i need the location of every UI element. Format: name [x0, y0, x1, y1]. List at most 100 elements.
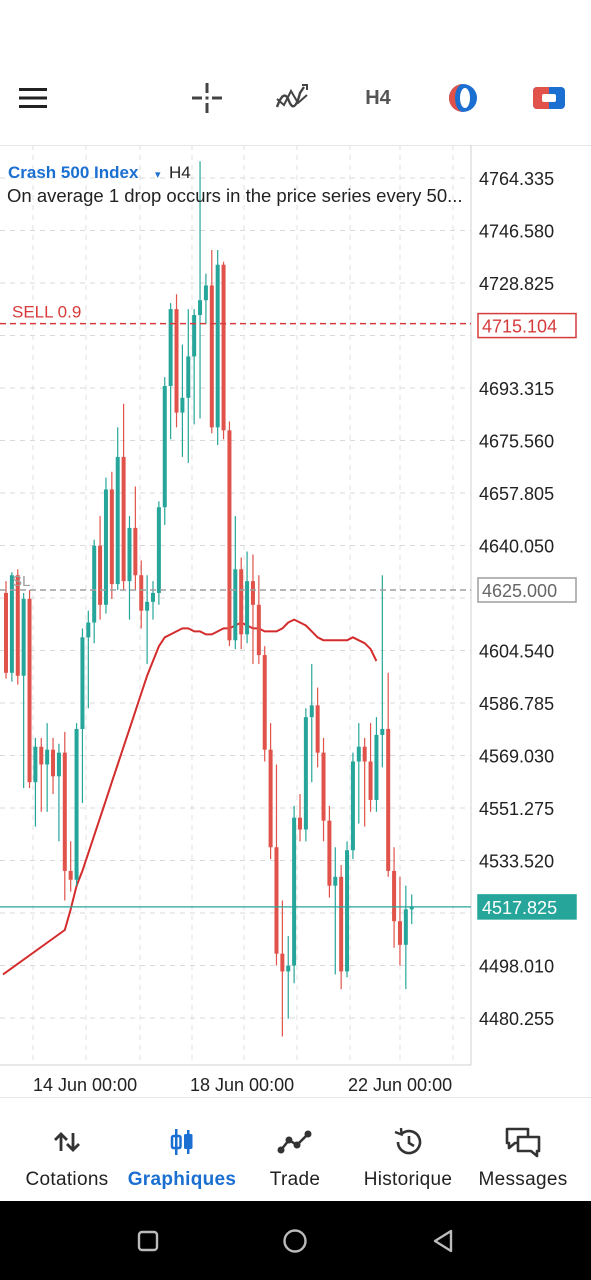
candle: [21, 592, 26, 789]
candle-body: [39, 746, 44, 765]
indicators-icon: [275, 84, 308, 108]
candle: [321, 737, 326, 842]
candle-body: [168, 309, 173, 386]
price-axis-label: 4693.315: [479, 379, 554, 399]
time-axis: 14 Jun 00:00 18 Jun 00:00 22 Jun 00:00: [33, 1075, 452, 1095]
candle: [180, 344, 185, 457]
candle-body: [68, 870, 73, 880]
candle-body: [74, 728, 79, 880]
candle: [386, 672, 391, 877]
candle: [39, 737, 44, 812]
candles-icon: [170, 1129, 193, 1155]
candle: [15, 569, 20, 685]
chart-symbol[interactable]: Crash 500 Index: [8, 163, 139, 182]
menu-button[interactable]: [10, 74, 56, 122]
one-click-trade-button[interactable]: [527, 74, 571, 122]
indicators-button[interactable]: [270, 74, 314, 122]
sell-price-tag-text: 4715.104: [482, 317, 557, 337]
nav-charts[interactable]: Graphiques: [126, 1098, 238, 1202]
system-navigation-bar: [0, 1201, 591, 1280]
recents-button[interactable]: [130, 1223, 166, 1259]
nav-charts-label: Graphiques: [127, 1169, 237, 1190]
candle-body: [303, 717, 308, 830]
candle: [209, 249, 214, 434]
price-chart[interactable]: SELL 0.9 SL 4764.335 4746.580 4728.825 4693.…: [0, 145, 591, 1097]
price-axis-label: 4764.335: [479, 169, 554, 189]
candle: [145, 575, 150, 664]
candle: [392, 847, 397, 948]
candle-body: [51, 749, 56, 777]
back-button[interactable]: [425, 1223, 461, 1259]
nav-messages[interactable]: Messages: [470, 1098, 576, 1202]
candle-body: [280, 953, 285, 972]
candle: [368, 723, 373, 812]
candle-body: [298, 817, 302, 830]
candle-body: [209, 285, 214, 428]
candle-body: [350, 761, 355, 851]
candle: [109, 471, 114, 599]
price-axis-label: 4746.580: [479, 222, 554, 242]
home-button[interactable]: [277, 1223, 313, 1259]
nav-history[interactable]: Historique: [354, 1098, 462, 1202]
candle-body: [133, 527, 138, 576]
candle: [56, 743, 61, 842]
candle-body: [56, 752, 61, 777]
candle-body: [15, 575, 20, 676]
nav-messages-label: Messages: [478, 1169, 568, 1190]
candle: [350, 752, 355, 860]
candle-body: [33, 746, 38, 783]
nav-trade[interactable]: Trade: [240, 1098, 350, 1202]
candle: [186, 309, 191, 463]
hamburger-menu-icon: [19, 88, 47, 108]
candle: [74, 723, 79, 886]
candle: [151, 581, 155, 620]
symbol-dropdown-icon[interactable]: ▾: [155, 168, 161, 181]
candle: [33, 737, 38, 827]
sl-price-tag-box: [477, 577, 577, 603]
candle-body: [327, 820, 332, 886]
candle-body: [239, 569, 244, 635]
candle-body: [180, 397, 185, 413]
candle: [192, 309, 197, 425]
candle-body: [392, 870, 397, 922]
candle-body: [233, 569, 238, 641]
candle-body: [4, 592, 8, 673]
price-axis-label: 4498.010: [479, 957, 554, 977]
stop-loss-label[interactable]: SL: [12, 573, 30, 590]
candle: [203, 273, 208, 324]
crosshair-button[interactable]: [185, 74, 229, 122]
timeframe-button[interactable]: H4: [356, 74, 400, 122]
candle: [156, 501, 161, 605]
candle-body: [115, 456, 120, 585]
sell-order-label[interactable]: SELL 0.9: [12, 303, 81, 322]
candle: [315, 687, 320, 768]
candle: [27, 590, 32, 789]
price-axis-label: 4640.050: [479, 537, 554, 557]
candle: [245, 551, 250, 644]
candle: [268, 723, 273, 860]
candle: [133, 486, 138, 591]
candle: [397, 876, 402, 966]
candle-body: [256, 604, 261, 656]
price-axis-label: 4533.520: [479, 852, 554, 872]
candle: [68, 841, 73, 892]
candle-body: [80, 637, 85, 729]
candle-body: [227, 430, 232, 641]
candle-body: [274, 847, 279, 954]
candle: [45, 723, 50, 812]
candle-body: [403, 909, 408, 945]
top-toolbar: H4: [0, 0, 591, 146]
objects-button[interactable]: [441, 74, 485, 122]
price-axis-label: 4480.255: [479, 1009, 554, 1029]
chart-canvas[interactable]: SELL 0.9 SL 4764.335 4746.580 4728.825 4693.…: [0, 145, 591, 1097]
candle-body: [139, 575, 144, 611]
candle-body: [345, 850, 350, 972]
candle-body: [156, 507, 161, 593]
current-price-tag-box: [477, 894, 577, 920]
nav-quotes[interactable]: Cotations: [12, 1098, 122, 1202]
candle-body: [86, 622, 91, 638]
candle: [62, 731, 67, 901]
price-axis-label: 4604.540: [479, 642, 554, 662]
candle-body: [321, 752, 326, 821]
date-axis-label: 22 Jun 00:00: [348, 1075, 452, 1095]
